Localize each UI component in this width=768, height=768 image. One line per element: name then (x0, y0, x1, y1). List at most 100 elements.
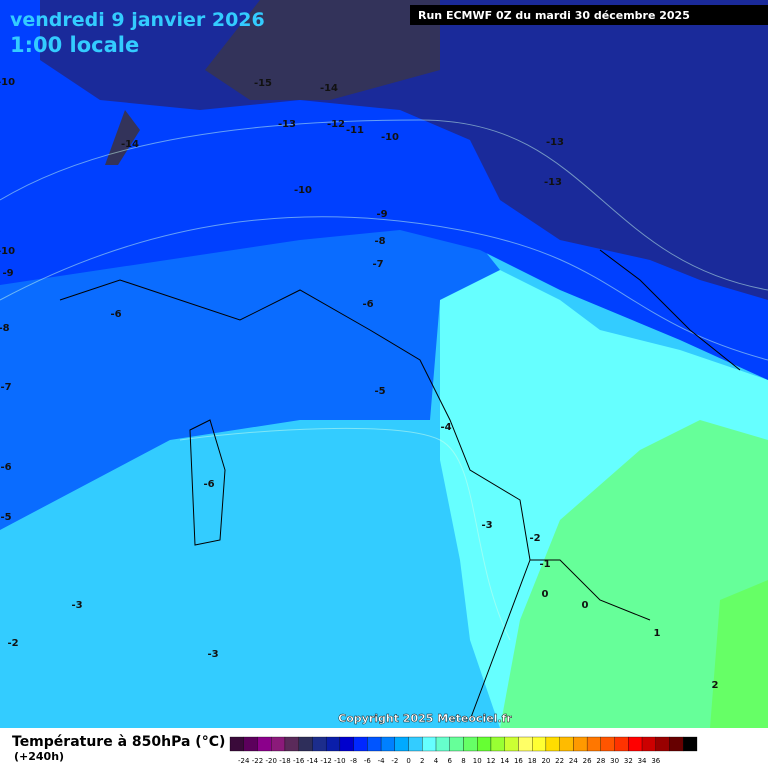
copyright: Copyright 2025 Meteociel.fr (338, 712, 512, 725)
colorbar-label: 6 (448, 757, 453, 765)
colorbar-swatch (586, 736, 602, 752)
colorbar-label: 16 (514, 757, 523, 765)
field-green2 (710, 580, 768, 728)
field-green (500, 420, 768, 728)
colorbar-label: -12 (320, 757, 331, 765)
colorbar-swatch (271, 736, 286, 752)
colorbar-label: 14 (500, 757, 509, 765)
field-blue (0, 220, 500, 530)
colorbar-label: -24 (238, 757, 250, 765)
contour-label: -8 (0, 323, 10, 334)
colorbar-label: -10 (334, 757, 345, 765)
colorbar: -24 -22 -20 -18 -16 -14 -12 -10 -8 -6 -4 -2 0 2 4 6 8 10 1… (229, 736, 698, 765)
colorbar-label: 28 (596, 757, 605, 765)
colorbar-swatch (573, 736, 588, 752)
colorbar-label: 20 (541, 757, 550, 765)
contour-label: -14 (121, 139, 139, 150)
contour-label: -10 (0, 246, 15, 257)
colorbar-swatch (532, 736, 547, 752)
colorbar-label: 0 (406, 757, 410, 765)
field-slate (205, 0, 440, 100)
colorbar-swatch (325, 736, 341, 752)
contour-label: -9 (376, 209, 387, 220)
contour-label: -13 (544, 177, 562, 188)
colorbar-swatch (312, 736, 327, 752)
colorbar-label: 4 (434, 757, 439, 765)
colorbar-label: -6 (364, 757, 372, 765)
colorbar-label: 26 (583, 757, 592, 765)
contour-label: -14 (320, 83, 338, 94)
colorbar-swatch (655, 736, 670, 752)
time-text: 1:00 locale (10, 33, 139, 57)
contour-label: -6 (203, 479, 214, 490)
footer-title: Température à 850hPa (°C) (12, 734, 225, 750)
colorbar-swatch (683, 736, 698, 752)
colorbar-label: 18 (528, 757, 537, 765)
colorbar-label: -16 (293, 757, 305, 765)
colorbar-label: -4 (378, 757, 386, 765)
contour-label: -3 (207, 649, 218, 660)
colorbar-label: -18 (279, 757, 290, 765)
colorbar-swatch (229, 736, 244, 752)
colorbar-swatch (614, 736, 629, 752)
contour-label: -10 (0, 77, 15, 88)
run-box (410, 5, 768, 25)
colorbar-label: -20 (265, 757, 276, 765)
contour-label: -6 (110, 309, 121, 320)
contour-label: -5 (0, 512, 11, 523)
contour-label: -2 (7, 638, 18, 649)
field-slate2 (105, 110, 140, 165)
contour-label: -10 (294, 185, 312, 196)
colorbar-label: 2 (420, 757, 424, 765)
contour-label: -1 (539, 559, 550, 570)
isotherm (0, 119, 768, 641)
colorbar-label: 8 (461, 757, 465, 765)
colorbar-label: -8 (350, 757, 357, 765)
colorbar-swatch (641, 736, 656, 752)
colorbar-label: 30 (610, 757, 619, 765)
colorbar-swatch (339, 736, 354, 752)
colorbar-label: 10 (473, 757, 482, 765)
colorbar-swatch (435, 736, 450, 752)
contour-label: -12 (327, 119, 345, 130)
colorbar-swatch (545, 736, 560, 752)
colorbar-label: 12 (487, 757, 496, 765)
colorbar-label: -2 (391, 757, 398, 765)
colorbar-swatch (243, 736, 258, 752)
contour-label: -3 (481, 520, 492, 531)
colorbar-swatch (504, 736, 519, 752)
colorbar-label: 34 (638, 757, 647, 765)
contour-label: -10 (381, 132, 399, 143)
colorbar-label: 32 (624, 757, 633, 765)
colorbar-swatch (422, 736, 437, 752)
date-text: vendredi 9 janvier 2026 (10, 9, 265, 31)
contour-label: -11 (346, 125, 364, 136)
contour-label: -6 (0, 462, 11, 473)
colorbar-swatch (669, 736, 684, 752)
colorbar-swatch (600, 736, 615, 752)
contour-label: -15 (254, 78, 272, 89)
contour-label: 0 (582, 600, 589, 611)
colorbar-swatch (463, 736, 478, 752)
colorbar-swatch (559, 736, 574, 752)
contour-label: 2 (712, 680, 719, 691)
contour-labels: -15 -14-14-13 -12-11-10-10-13-13-9-8-7-6-6… (0, 77, 719, 691)
footer-lead: (+240h) (14, 750, 64, 763)
colorbar-swatch (518, 736, 533, 752)
colorbar-swatch (353, 736, 368, 752)
colorbar-label: 22 (555, 757, 564, 765)
contour-label: -6 (362, 299, 373, 310)
colorbar-swatch (394, 736, 409, 752)
coastline (59, 249, 741, 721)
colorbar-label: 36 (651, 757, 660, 765)
colorbar-swatch (367, 736, 382, 752)
colorbar-swatch (408, 736, 423, 752)
contour-label: -13 (546, 137, 564, 148)
contour-label: 1 (654, 628, 661, 639)
contour-label: -3 (71, 600, 82, 611)
colorbar-label: -22 (252, 757, 263, 765)
contour-label: -7 (0, 382, 11, 393)
colorbar-swatch (490, 736, 505, 752)
